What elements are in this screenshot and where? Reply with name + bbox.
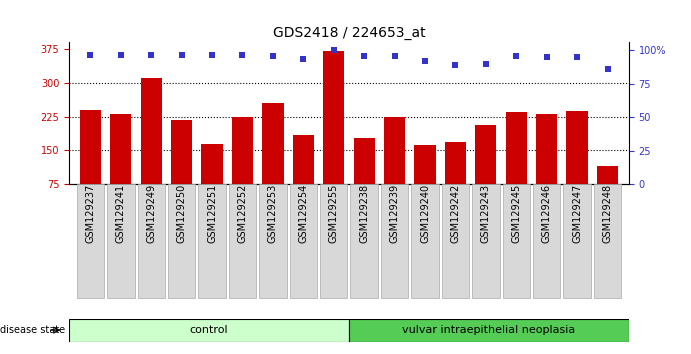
Text: GSM129252: GSM129252	[238, 184, 247, 244]
Text: GSM129247: GSM129247	[572, 184, 582, 243]
Point	[146, 52, 157, 57]
FancyBboxPatch shape	[168, 184, 196, 298]
Point	[419, 58, 430, 64]
Point	[267, 53, 278, 59]
FancyBboxPatch shape	[533, 184, 560, 298]
FancyBboxPatch shape	[594, 184, 621, 298]
FancyBboxPatch shape	[442, 184, 469, 298]
Point	[328, 48, 339, 53]
Point	[176, 52, 187, 57]
Point	[207, 52, 218, 57]
Point	[298, 56, 309, 61]
Bar	[567, 111, 588, 184]
Text: GSM129255: GSM129255	[329, 184, 339, 244]
Bar	[232, 117, 253, 184]
FancyBboxPatch shape	[290, 184, 317, 298]
Text: GSM129242: GSM129242	[451, 184, 460, 243]
Bar	[171, 120, 192, 184]
FancyBboxPatch shape	[229, 184, 256, 298]
FancyBboxPatch shape	[320, 184, 348, 298]
Bar	[415, 145, 435, 184]
FancyBboxPatch shape	[69, 319, 349, 342]
Text: GSM129253: GSM129253	[268, 184, 278, 243]
Text: GSM129241: GSM129241	[116, 184, 126, 243]
Bar	[506, 112, 527, 184]
Text: GSM129251: GSM129251	[207, 184, 217, 243]
FancyBboxPatch shape	[472, 184, 500, 298]
Point	[450, 62, 461, 68]
Bar	[475, 125, 497, 184]
Point	[602, 66, 613, 72]
Text: vulvar intraepithelial neoplasia: vulvar intraepithelial neoplasia	[402, 325, 576, 335]
Bar	[79, 110, 101, 184]
Bar	[201, 144, 223, 184]
Text: GSM129250: GSM129250	[177, 184, 187, 243]
Text: GSM129237: GSM129237	[86, 184, 95, 243]
FancyBboxPatch shape	[259, 184, 287, 298]
Text: GSM129245: GSM129245	[511, 184, 521, 243]
Bar	[293, 135, 314, 184]
Text: GSM129239: GSM129239	[390, 184, 399, 243]
Point	[237, 52, 248, 57]
FancyBboxPatch shape	[563, 184, 591, 298]
Text: GSM129243: GSM129243	[481, 184, 491, 243]
Point	[359, 53, 370, 59]
Point	[511, 53, 522, 59]
Text: GSM129248: GSM129248	[603, 184, 612, 243]
Bar	[597, 166, 618, 184]
Point	[389, 53, 400, 59]
FancyBboxPatch shape	[77, 184, 104, 298]
FancyBboxPatch shape	[502, 184, 530, 298]
Point	[571, 55, 583, 60]
Point	[541, 55, 552, 60]
Title: GDS2418 / 224653_at: GDS2418 / 224653_at	[273, 26, 425, 40]
FancyBboxPatch shape	[411, 184, 439, 298]
Point	[85, 52, 96, 57]
Point	[480, 61, 491, 67]
Text: control: control	[190, 325, 228, 335]
Text: disease state: disease state	[0, 325, 65, 335]
Bar	[140, 79, 162, 184]
FancyBboxPatch shape	[198, 184, 226, 298]
FancyBboxPatch shape	[349, 319, 629, 342]
FancyBboxPatch shape	[107, 184, 135, 298]
Bar	[354, 138, 375, 184]
Bar	[263, 103, 283, 184]
Bar	[536, 114, 558, 184]
Text: GSM129246: GSM129246	[542, 184, 551, 243]
FancyBboxPatch shape	[138, 184, 165, 298]
Bar	[323, 51, 344, 184]
Bar	[384, 117, 405, 184]
Text: GSM129240: GSM129240	[420, 184, 430, 243]
Text: GSM129238: GSM129238	[359, 184, 369, 243]
FancyBboxPatch shape	[381, 184, 408, 298]
Text: GSM129254: GSM129254	[299, 184, 308, 243]
FancyBboxPatch shape	[350, 184, 378, 298]
Bar	[110, 114, 131, 184]
Point	[115, 52, 126, 57]
Text: GSM129249: GSM129249	[146, 184, 156, 243]
Bar	[445, 142, 466, 184]
